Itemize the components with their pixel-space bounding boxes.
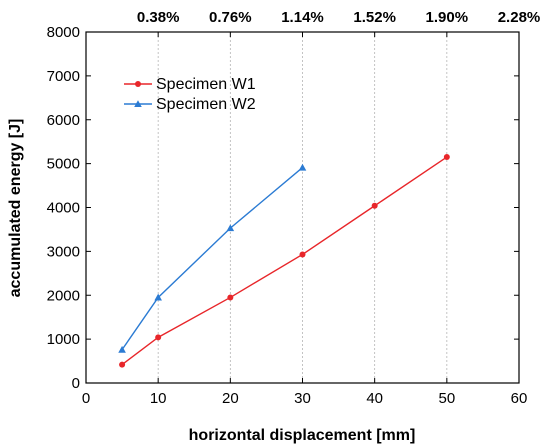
x-tick-label-50: 50 [438, 390, 455, 407]
x-tick-label-10: 10 [150, 390, 167, 407]
data-point-specimen-w1-2 [227, 294, 234, 301]
y-tick-label-3000: 3000 [47, 243, 80, 260]
top-tick-label-30: 1.14% [281, 9, 324, 26]
legend-label-specimen-w2: Specimen W2 [156, 96, 256, 113]
legend-marker-specimen-w1 [135, 81, 141, 87]
y-tick-label-4000: 4000 [47, 200, 80, 217]
y-tick-label-2000: 2000 [47, 287, 80, 304]
data-point-specimen-w1-4 [371, 202, 378, 209]
legend: Specimen W1 Specimen W2 [124, 76, 256, 113]
y-tick-label-0: 0 [72, 375, 80, 392]
data-point-specimen-w2-2 [226, 224, 235, 232]
tick-layer: 0 10 20 30 40 50 60 0.38% 0.76% 1.14% 1.52% 1.90% 2.… [47, 9, 541, 407]
top-tick-label-10: 0.38% [137, 9, 180, 26]
top-tick-label-50: 1.90% [426, 9, 469, 26]
legend-label-specimen-w1: Specimen W1 [156, 76, 256, 93]
series-layer [118, 154, 450, 368]
series-line-specimen-w2 [121, 167, 303, 351]
legend-marker-specimen-w2 [134, 100, 142, 108]
data-point-specimen-w1-1 [155, 334, 162, 341]
x-tick-label-20: 20 [222, 390, 239, 407]
data-point-specimen-w1-5 [443, 154, 450, 161]
x-axis-title: horizontal displacement [mm] [189, 427, 416, 444]
x-tick-label-60: 60 [511, 390, 528, 407]
data-point-specimen-w1-0 [119, 361, 126, 368]
data-point-specimen-w2-3 [298, 163, 307, 171]
data-point-specimen-w2-0 [118, 345, 126, 353]
data-point-specimen-w1-3 [299, 251, 306, 258]
x-tick-label-0: 0 [82, 390, 90, 407]
y-tick-label-7000: 7000 [47, 68, 80, 85]
x-tick-label-40: 40 [366, 390, 383, 407]
grid-lines [157, 32, 448, 383]
y-tick-label-1000: 1000 [47, 331, 80, 348]
data-point-specimen-w2-1 [154, 293, 162, 301]
series-line-specimen-w1 [121, 156, 448, 366]
y-tick-label-5000: 5000 [47, 156, 80, 173]
x-tick-label-30: 30 [294, 390, 311, 407]
top-tick-label-40: 1.52% [353, 9, 396, 26]
y-axis-title: accumulated energy [J] [7, 119, 24, 298]
top-tick-label-60: 2.28% [498, 9, 541, 26]
top-tick-label-20: 0.76% [209, 9, 252, 26]
y-tick-label-8000: 8000 [47, 24, 80, 41]
y-tick-label-6000: 6000 [47, 112, 80, 129]
